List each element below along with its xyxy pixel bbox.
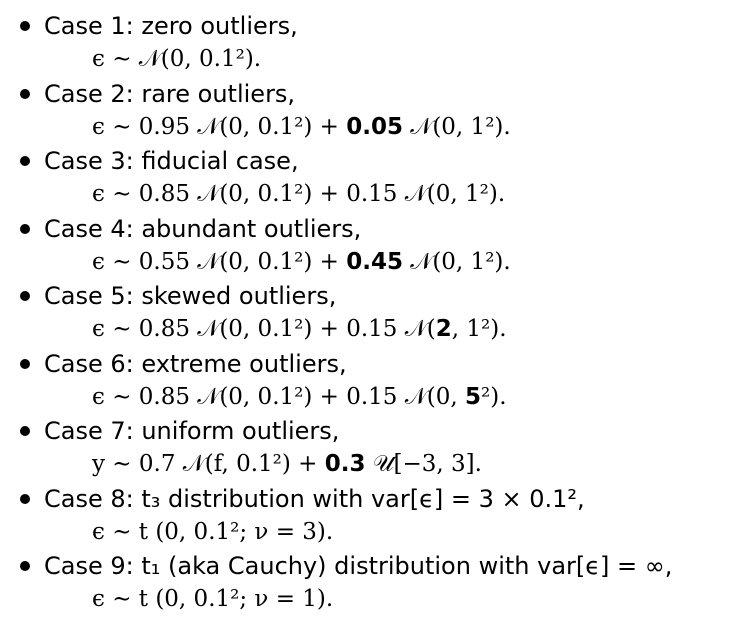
- case-title: Case 9: t₁ (aka Cauchy) distribution wit…: [44, 552, 673, 580]
- case-formula: ϵ ∼ 𝒩(0, 0.1²).: [92, 46, 262, 72]
- case-title: Case 8: t₃ distribution with var[ϵ] = 3 …: [44, 484, 585, 513]
- case-formula: y ∼ 0.7 𝒩(f, 0.1²) + 0.3 𝒰[−3, 3].: [92, 449, 482, 479]
- case-formula: ϵ ∼ 0.85 𝒩(0, 0.1²) + 0.15 𝒩(2, 1²).: [92, 314, 507, 344]
- outlier-case-list: Case 1: zero outliers, ϵ ∼ 𝒩(0, 0.1²). C…: [0, 8, 729, 616]
- list-item-case-9: Case 9: t₁ (aka Cauchy) distribution wit…: [0, 548, 729, 616]
- case-title: Case 7: uniform outliers,: [44, 417, 340, 445]
- list-item-case-5: Case 5: skewed outliers, ϵ ∼ 0.85 𝒩(0, 0…: [0, 278, 729, 346]
- list-item-case-8: Case 8: t₃ distribution with var[ϵ] = 3 …: [0, 481, 729, 549]
- formula-part: 𝒩(0, 1²).: [402, 113, 511, 140]
- case-title: Case 3: fiducial case,: [44, 147, 299, 175]
- formula-part: ²).: [481, 383, 507, 410]
- formula-part: ϵ ∼ 0.55 𝒩(0, 0.1²) +: [92, 248, 347, 275]
- bullet-icon: [20, 88, 30, 99]
- bullet-icon: [20, 156, 30, 166]
- list-item-case-7: Case 7: uniform outliers, y ∼ 0.7 𝒩(f, 0…: [0, 413, 729, 481]
- case-formula: ϵ ∼ 0.85 𝒩(0, 0.1²) + 0.15 𝒩(0, 5²).: [92, 382, 507, 412]
- case-title: Case 2: rare outliers,: [44, 79, 296, 108]
- formula-part: , 1²).: [451, 316, 507, 342]
- formula-part: y ∼ 0.7 𝒩(f, 0.1²) +: [92, 451, 325, 477]
- case-formula: ϵ ∼ 0.85 𝒩(0, 0.1²) + 0.15 𝒩(0, 1²).: [92, 181, 506, 207]
- formula-emphasis: 0.05: [346, 113, 403, 140]
- list-item-case-3: Case 3: fiducial case, ϵ ∼ 0.85 𝒩(0, 0.1…: [0, 143, 729, 211]
- formula-emphasis: 5: [465, 383, 482, 410]
- bullet-icon: [20, 223, 30, 234]
- list-item-case-4: Case 4: abundant outliers, ϵ ∼ 0.55 𝒩(0,…: [0, 211, 729, 279]
- formula-emphasis: 0.45: [346, 248, 403, 275]
- bullet-icon: [20, 426, 30, 436]
- formula-emphasis: 0.3: [324, 451, 366, 477]
- formula-part: ϵ ∼ 0.85 𝒩(0, 0.1²) + 0.15 𝒩(0,: [92, 383, 466, 410]
- case-formula: ϵ ∼ 0.55 𝒩(0, 0.1²) + 0.45 𝒩(0, 1²).: [92, 247, 511, 277]
- formula-part: ϵ ∼ 0.85 𝒩(0, 0.1²) + 0.15 𝒩(: [92, 316, 436, 342]
- case-title: Case 1: zero outliers,: [44, 12, 298, 40]
- bullet-icon: [20, 493, 30, 504]
- bullet-icon: [20, 561, 30, 571]
- case-title: Case 5: skewed outliers,: [44, 282, 337, 310]
- case-formula: ϵ ∼ 0.95 𝒩(0, 0.1²) + 0.05 𝒩(0, 1²).: [92, 112, 511, 142]
- bullet-icon: [20, 358, 30, 369]
- formula-part: ϵ ∼ 0.95 𝒩(0, 0.1²) +: [92, 113, 347, 140]
- list-item-case-2: Case 2: rare outliers, ϵ ∼ 0.95 𝒩(0, 0.1…: [0, 76, 729, 144]
- bullet-icon: [20, 291, 30, 301]
- formula-part: 𝒰[−3, 3].: [365, 451, 482, 477]
- list-item-case-6: Case 6: extreme outliers, ϵ ∼ 0.85 𝒩(0, …: [0, 346, 729, 414]
- case-title: Case 6: extreme outliers,: [44, 349, 347, 378]
- case-formula: ϵ ∼ t (0, 0.1²; ν = 3).: [92, 518, 334, 545]
- list-item-case-1: Case 1: zero outliers, ϵ ∼ 𝒩(0, 0.1²).: [0, 8, 729, 76]
- case-title: Case 4: abundant outliers,: [44, 214, 362, 243]
- formula-part: 𝒩(0, 1²).: [402, 248, 511, 275]
- bullet-icon: [20, 21, 30, 31]
- case-formula: ϵ ∼ t (0, 0.1²; ν = 1).: [92, 586, 334, 612]
- formula-emphasis: 2: [435, 316, 452, 342]
